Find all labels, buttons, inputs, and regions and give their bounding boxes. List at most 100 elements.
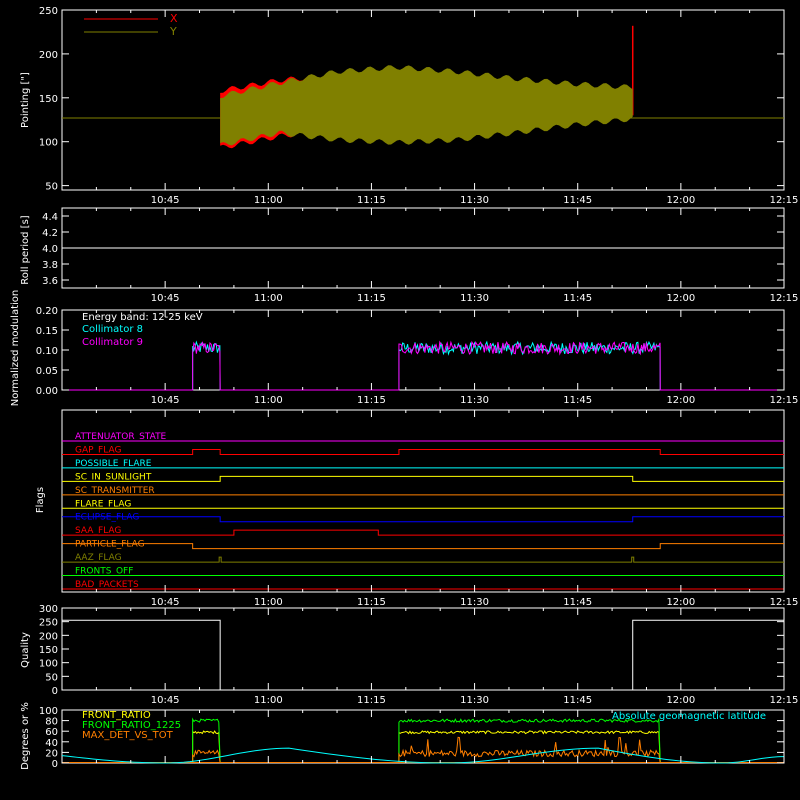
modulation-x-ticks: 10:45 11:00 11:15 11:30 11:45 12:00 12:15 xyxy=(61,310,799,406)
flag-line-eclipse-flag xyxy=(62,516,784,523)
flag-label-eclipse-flag: ECLIPSE_FLAG xyxy=(75,513,139,523)
modulation-series-collimator-8 xyxy=(62,340,784,391)
x-tick-label: 12:15 xyxy=(770,695,799,706)
ratio-series-front-ratio-1225 xyxy=(192,717,221,764)
x-tick-label: 12:15 xyxy=(770,293,799,304)
x-tick-label: 12:15 xyxy=(770,195,799,206)
y-tick-label: 80 xyxy=(45,717,58,728)
modulation-y-axis-label: Normalized modulation xyxy=(10,290,21,407)
x-tick-label: 10:45 xyxy=(151,293,180,304)
legend-energy-band: Energy band: 12-25 keV xyxy=(82,312,203,323)
flags-frame xyxy=(61,409,785,593)
flag-line-particle-flag xyxy=(62,543,784,550)
flag-label-bad-packets: BAD_PACKETS xyxy=(75,580,139,590)
pointing-marks xyxy=(62,25,784,149)
flag-label-gap-flag: GAP_FLAG xyxy=(75,445,121,455)
x-tick-label: 10:45 xyxy=(151,597,180,608)
x-tick-label: 11:30 xyxy=(460,293,489,304)
y-tick-label: 0.10 xyxy=(36,346,58,357)
x-tick-label: 11:15 xyxy=(357,395,386,406)
quality-line xyxy=(62,619,784,691)
ratios-legend: FRONT_RATIO FRONT_RATIO_1225 MAX_DET_VS_… xyxy=(82,710,766,741)
modulation-series-collimator-9 xyxy=(62,340,784,391)
roll-y-ticks: 3.6 3.8 4.0 4.2 4.4 xyxy=(42,212,784,287)
y-tick-label: 50 xyxy=(45,672,58,683)
flag-label-flare-flag: FLARE_FLAG xyxy=(75,499,131,509)
y-tick-label: 0.00 xyxy=(36,386,58,397)
flag-label-saa-flag: SAA_FLAG xyxy=(75,526,121,536)
flag-label-fronts-off: FRONTS_OFF xyxy=(75,567,133,577)
y-tick-label: 100 xyxy=(39,138,58,149)
legend-x-label: X xyxy=(170,12,178,25)
x-tick-label: 12:15 xyxy=(770,597,799,608)
y-tick-label: 200 xyxy=(39,631,58,642)
y-tick-label: 60 xyxy=(45,727,58,738)
y-tick-label: 100 xyxy=(39,659,58,670)
y-tick-label: 150 xyxy=(39,645,58,656)
y-tick-label: 3.8 xyxy=(42,260,58,271)
x-tick-label: 12:00 xyxy=(666,293,695,304)
y-tick-label: 250 xyxy=(39,618,58,629)
x-tick-label: 11:30 xyxy=(460,597,489,608)
legend-y-label: Y xyxy=(169,25,177,38)
flag-label-aaz-flag: AAZ_FLAG xyxy=(75,553,122,563)
y-tick-label: 20 xyxy=(45,748,58,759)
x-tick-label: 12:00 xyxy=(666,597,695,608)
x-tick-label: 12:15 xyxy=(770,395,799,406)
y-tick-label: 0.20 xyxy=(36,306,58,317)
flag-label-attenuator-state: ATTENUATOR_STATE xyxy=(75,432,167,442)
flags-marks: ATTENUATOR_STATE GAP_FLAG POSSIBLE_FLARE SC… xyxy=(62,432,784,590)
x-tick-label: 11:00 xyxy=(254,695,283,706)
legend-collimator-8: Collimator 8 xyxy=(82,324,143,335)
y-tick-label: 50 xyxy=(45,182,58,193)
x-tick-label: 11:00 xyxy=(254,293,283,304)
y-tick-label: 40 xyxy=(45,738,58,749)
flag-line-saa-flag xyxy=(62,529,784,536)
roll-panel: 3.6 3.8 4.0 4.2 4.4 10:45 11:00 11:15 11:30 11:4… xyxy=(20,207,799,304)
ratios-x-ticks xyxy=(61,710,785,763)
y-tick-label: 4.4 xyxy=(42,212,58,223)
flag-label-sc-in-sunlight: SC_IN_SUNLIGHT xyxy=(75,472,152,482)
x-tick-label: 11:15 xyxy=(357,597,386,608)
legend-max-det-vs-tot: MAX_DET_VS_TOT xyxy=(82,730,174,741)
flag-line-gap-flag xyxy=(62,448,784,455)
x-tick-label: 11:15 xyxy=(357,195,386,206)
flag-label-sc-transmitter: SC_TRANSMITTER xyxy=(75,486,155,496)
x-tick-label: 11:45 xyxy=(563,695,592,706)
y-tick-label: 0.15 xyxy=(36,326,58,337)
ratios-y-axis-label: Degrees or % xyxy=(20,702,31,770)
modulation-panel: 0.00 0.05 0.10 0.15 0.20 10:45 11:00 11:15 11:3… xyxy=(10,290,798,407)
y-tick-label: 300 xyxy=(39,604,58,615)
flag-label-possible-flare: POSSIBLE_FLARE xyxy=(75,459,152,469)
quality-y-axis-label: Quality xyxy=(20,632,31,668)
y-tick-label: 0 xyxy=(52,686,58,697)
flags-x-ticks: 10:45 11:00 11:15 11:30 11:45 12:00 12:15 xyxy=(61,410,799,608)
y-tick-label: 4.2 xyxy=(42,228,58,239)
ratio-series-max-det-vs-tot xyxy=(192,749,221,764)
x-tick-label: 12:00 xyxy=(666,395,695,406)
x-tick-label: 11:00 xyxy=(254,597,283,608)
latitude-annotation: Absolute geomagnetic latitude xyxy=(612,711,766,722)
x-tick-label: 11:45 xyxy=(563,395,592,406)
x-tick-label: 12:00 xyxy=(666,695,695,706)
x-tick-label: 10:45 xyxy=(151,695,180,706)
y-tick-label: 4.0 xyxy=(42,244,58,255)
pointing-x-ticks: 10:45 11:00 11:15 11:30 11:45 12:00 12:15 xyxy=(61,10,799,206)
pointing-panel: 50 100 150 200 250 10:45 11:00 11:15 11:30 11:45… xyxy=(20,6,798,206)
x-tick-label: 10:45 xyxy=(151,195,180,206)
x-tick-label: 11:30 xyxy=(460,395,489,406)
roll-x-ticks: 10:45 11:00 11:15 11:30 11:45 12:00 12:15 xyxy=(61,208,799,304)
y-tick-label: 200 xyxy=(39,50,58,61)
x-tick-label: 11:15 xyxy=(357,293,386,304)
roll-y-axis-label: Roll period [s] xyxy=(20,215,31,284)
flags-panel: ATTENUATOR_STATE GAP_FLAG POSSIBLE_FLARE SC… xyxy=(35,409,799,608)
quality-marks xyxy=(62,619,784,691)
legend-front-ratio-1225: FRONT_RATIO_1225 xyxy=(82,720,181,731)
modulation-y-ticks: 0.00 0.05 0.10 0.15 0.20 xyxy=(36,306,784,397)
pointing-legend: X Y xyxy=(84,12,178,38)
legend-collimator-9: Collimator 9 xyxy=(82,337,143,348)
x-tick-label: 11:45 xyxy=(563,195,592,206)
modulation-marks xyxy=(62,340,784,391)
